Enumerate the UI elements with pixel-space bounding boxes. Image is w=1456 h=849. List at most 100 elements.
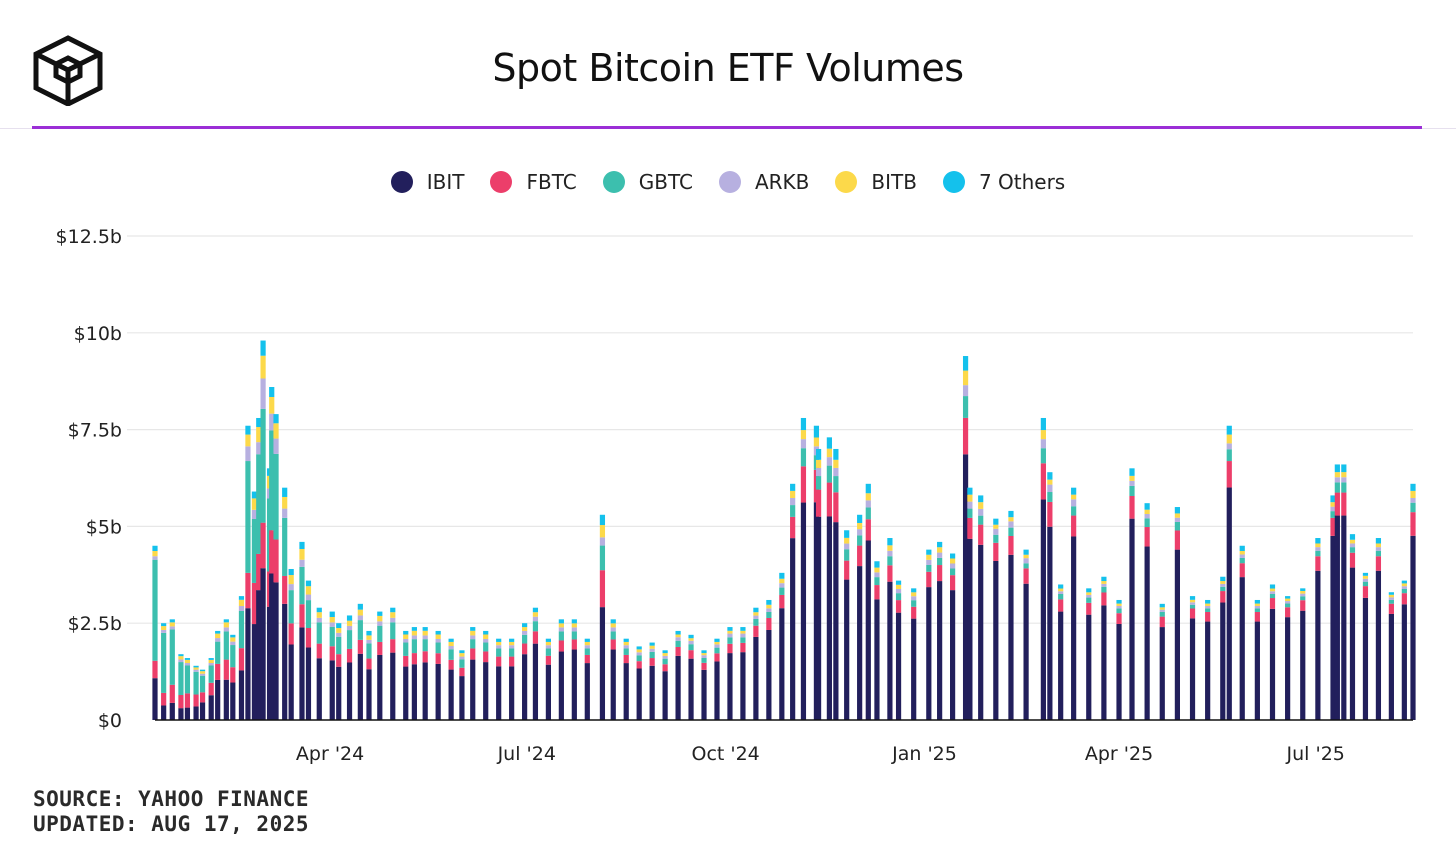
bar-segment-ibit xyxy=(215,679,221,720)
legend-item[interactable]: 7 Others xyxy=(942,170,1065,194)
bar-segment-7-others xyxy=(1401,580,1407,584)
bar-segment-bitb xyxy=(962,370,969,386)
bar-segment-ibit xyxy=(1205,621,1211,720)
bar-segment-bitb xyxy=(887,545,893,551)
bar-segment-bitb xyxy=(329,617,335,623)
bar-segment-gbtc xyxy=(753,618,759,626)
bar-segment-gbtc xyxy=(1220,586,1226,592)
bar-segment-arkb xyxy=(1040,439,1046,449)
y-tick-label: $5b xyxy=(86,516,122,538)
bar-segment-bitb xyxy=(662,653,668,656)
bar-segment-ibit xyxy=(1159,627,1165,720)
bar-segment-7-others xyxy=(161,623,167,627)
bar-segment-ibit xyxy=(1330,535,1336,720)
bar-segment-fbtc xyxy=(1047,501,1053,527)
bar-segment-7-others xyxy=(779,572,785,579)
bar-segment-gbtc xyxy=(926,564,932,572)
bar-segment-7-others xyxy=(1220,576,1226,582)
bar-segment-arkb xyxy=(649,648,655,652)
bar-segment-gbtc xyxy=(1047,492,1053,502)
legend-item[interactable]: GBTC xyxy=(602,170,693,194)
bar-segment-fbtc xyxy=(636,661,642,669)
bar-segment-bitb xyxy=(282,496,288,509)
legend-item[interactable]: BITB xyxy=(835,170,917,194)
bar-segment-fbtc xyxy=(230,667,236,683)
bar-segment-fbtc xyxy=(316,643,322,659)
bar-segment-fbtc xyxy=(336,654,342,667)
bar-segment-fbtc xyxy=(532,631,539,644)
legend-item[interactable]: IBIT xyxy=(390,170,464,194)
bar-segment-ibit xyxy=(636,668,642,720)
bar-segment-bitb xyxy=(950,558,956,564)
bar-segment-arkb xyxy=(251,509,258,519)
bar-segment-ibit xyxy=(193,706,199,720)
bar-segment-7-others xyxy=(329,611,335,617)
bar-segment-bitb xyxy=(1159,607,1165,610)
bar-segment-fbtc xyxy=(346,648,353,663)
legend-label: ARKB xyxy=(754,170,810,194)
bar-segment-7-others xyxy=(273,414,279,424)
bar-segment-arkb xyxy=(1058,591,1064,594)
legend-item[interactable]: FBTC xyxy=(490,170,577,194)
bar-segment-arkb xyxy=(169,626,175,630)
bar-segment-arkb xyxy=(865,500,871,508)
bar-segment-arkb xyxy=(496,645,502,649)
bar-segment-fbtc xyxy=(509,656,515,667)
bar-segment-7-others xyxy=(545,638,551,642)
bar-segment-7-others xyxy=(305,580,312,587)
bar-segment-fbtc xyxy=(251,582,258,625)
bar-segment-gbtc xyxy=(1116,608,1122,614)
bar-segment-arkb xyxy=(1401,586,1407,589)
bar-segment-fbtc xyxy=(435,653,441,664)
bar-segment-fbtc xyxy=(1375,556,1382,571)
bar-segment-gbtc xyxy=(256,454,262,554)
updated-label: UPDATED: AUG 17, 2025 xyxy=(33,812,310,836)
bar-segment-gbtc xyxy=(483,642,489,652)
bar-segment-fbtc xyxy=(740,642,746,653)
bar-segment-ibit xyxy=(623,663,629,720)
bar-segment-7-others xyxy=(1116,599,1122,604)
bar-segment-7-others xyxy=(1269,584,1276,589)
bar-segment-bitb xyxy=(260,355,266,379)
bar-segment-ibit xyxy=(911,618,917,720)
bar-segment-gbtc xyxy=(1375,550,1382,557)
bar-segment-bitb xyxy=(967,494,973,502)
bar-segment-gbtc xyxy=(435,642,441,654)
bar-segment-gbtc xyxy=(1023,563,1029,569)
bar-segment-ibit xyxy=(1239,577,1245,720)
bar-segment-gbtc xyxy=(223,631,229,660)
bar-segment-7-others xyxy=(256,417,262,428)
bar-segment-fbtc xyxy=(1362,586,1369,598)
bar-segment-bitb xyxy=(1285,598,1291,602)
bar-segment-ibit xyxy=(532,643,539,720)
bar-segment-ibit xyxy=(865,540,871,720)
bar-segment-gbtc xyxy=(161,632,167,693)
bar-segment-bitb xyxy=(1047,479,1053,485)
bar-segment-fbtc xyxy=(844,560,850,580)
bar-segment-7-others xyxy=(377,611,383,616)
bar-segment-arkb xyxy=(1189,602,1196,605)
bar-segment-7-others xyxy=(993,518,999,525)
bar-segment-arkb xyxy=(532,616,539,622)
bar-segment-ibit xyxy=(251,624,258,720)
bar-segment-bitb xyxy=(256,427,262,443)
bar-segment-bitb xyxy=(688,638,694,641)
bar-segment-7-others xyxy=(1040,417,1046,431)
legend-item[interactable]: ARKB xyxy=(718,170,810,194)
bar-segment-gbtc xyxy=(815,476,822,490)
bar-segment-ibit xyxy=(571,649,577,720)
bar-segment-ibit xyxy=(336,666,342,720)
bar-segment-bitb xyxy=(779,578,785,584)
bar-segment-bitb xyxy=(1375,543,1382,548)
bar-segment-bitb xyxy=(1189,599,1196,603)
bar-segment-arkb xyxy=(1285,601,1291,604)
bar-segment-fbtc xyxy=(1300,600,1306,611)
bar-segment-ibit xyxy=(1058,611,1064,720)
bar-segment-ibit xyxy=(993,560,999,720)
bar-segment-arkb xyxy=(1269,591,1276,594)
bar-segment-ibit xyxy=(522,654,528,720)
bar-segment-7-others xyxy=(193,665,199,668)
bar-segment-ibit xyxy=(1220,602,1226,720)
bar-segment-bitb xyxy=(790,490,796,498)
bar-segment-7-others xyxy=(152,545,158,551)
